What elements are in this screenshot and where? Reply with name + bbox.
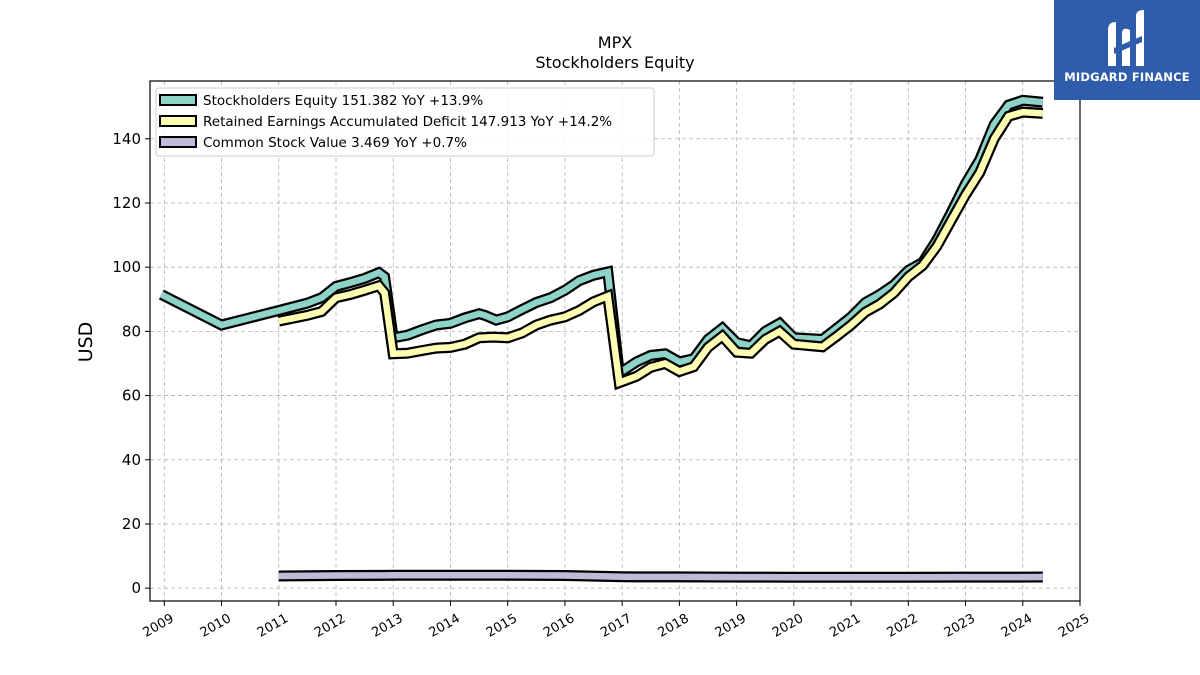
series-line-retained-earnings [278,108,1044,388]
legend-swatch-stockholders-equity [159,94,197,106]
x-tick-label: 2015 [484,611,520,641]
legend-box [155,87,655,157]
x-tick-label: 2011 [255,611,291,641]
x-tick-label: 2023 [942,611,978,641]
y-axis: 0 20 40 60 80 100 120 140 [112,130,150,597]
legend-swatch-common-stock [159,136,197,148]
legend-swatch-retained-earnings [159,115,197,127]
x-tick-label: 2018 [656,611,692,641]
x-tick-label: 2013 [369,611,405,641]
chart-title-block: MPX Stockholders Equity [535,33,694,72]
legend-label-common-stock: Common Stock Value 3.469 YoY +0.7% [203,135,467,151]
y-tick-label: 100 [112,258,141,276]
x-axis: 2009 2010 2011 2012 2013 2014 2015 2016 2017 2018… [140,601,1092,641]
y-axis-label: USD [75,322,97,363]
x-tick-label: 2024 [999,611,1035,641]
x-tick-label: 2019 [713,611,749,641]
x-tick-label: 2010 [198,611,234,641]
x-tick-label: 2021 [827,611,863,641]
series-line-common-stock [278,572,1043,581]
legend: Stockholders Equity 151.382 YoY +13.9% Re… [155,87,655,157]
x-tick-label: 2012 [312,611,348,641]
x-tick-label: 2022 [884,611,920,641]
y-tick-label: 60 [122,387,141,405]
midgard-finance-logo: MIDGARD FINANCE [1054,0,1200,100]
x-tick-label: 2009 [140,611,176,641]
x-tick-label: 2014 [427,611,463,641]
x-tick-label: 2025 [1056,611,1092,641]
logo-mark-icon [1108,10,1144,67]
y-tick-label: 40 [122,451,141,469]
x-tick-label: 2016 [541,611,577,641]
y-tick-label: 0 [131,579,141,597]
plot-frame [149,80,1081,602]
logo-brand-text: MIDGARD FINANCE [1064,70,1190,84]
y-tick-label: 120 [112,194,141,212]
x-tick-label: 2017 [598,611,634,641]
y-tick-label: 80 [122,322,141,340]
y-tick-label: 140 [112,130,141,148]
legend-label-retained-earnings: Retained Earnings Accumulated Deficit 14… [203,114,612,130]
x-tick-label: 2020 [770,611,806,641]
y-tick-label: 20 [122,515,141,533]
chart-subtitle: Stockholders Equity [535,53,694,72]
legend-label-stockholders-equity: Stockholders Equity 151.382 YoY +13.9% [203,93,483,109]
series-layer [158,94,1044,583]
chart-title: MPX [598,33,632,52]
